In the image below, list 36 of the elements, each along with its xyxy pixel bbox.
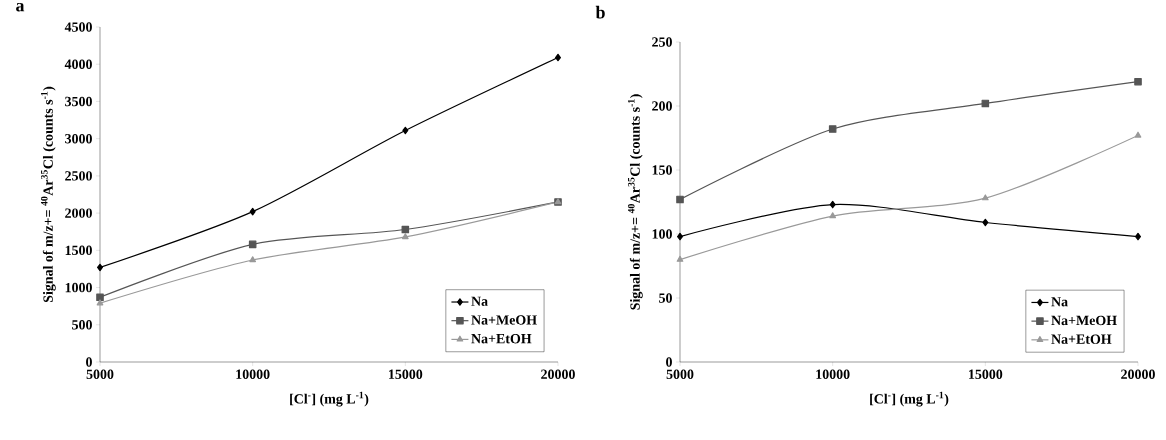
chart-title: a — [16, 2, 25, 12]
legend-label: Na+MeOH — [1051, 315, 1117, 326]
y-tick-label: 150 — [652, 165, 672, 175]
legend-label: Na+EtOH — [471, 334, 532, 344]
y-axis-title: Signal of m/z+= $^{40}$Ar$^{35}$Cl (counts s$^{-1}$) — [627, 94, 643, 310]
legend-label: Na+MeOH — [471, 315, 537, 325]
x-tick-label: 20000 — [541, 369, 575, 379]
y-tick-label: 100 — [652, 229, 672, 239]
y-tick-label: 4500 — [64, 22, 92, 32]
y-tick-label: 1500 — [65, 245, 92, 256]
x-axis-title: [Cl$^{-}$] (mg L$^{-1}$) — [870, 391, 949, 407]
y-tick-label: 2000 — [65, 208, 92, 218]
x-tick-label: 15000 — [969, 369, 1003, 379]
legend-label: Na+EtOH — [1051, 334, 1112, 344]
y-tick-label: 0 — [666, 357, 672, 367]
x-tick-label: 15000 — [389, 369, 423, 379]
legend-label: Na — [471, 296, 488, 306]
y-tick-label: 3500 — [65, 96, 92, 107]
x-tick-label: 10000 — [816, 369, 850, 379]
legend-label: Na — [1051, 297, 1068, 307]
chart-title: b — [595, 5, 605, 19]
x-tick-label: 5000 — [666, 369, 694, 379]
y-tick-label: 2500 — [65, 171, 92, 181]
y-tick-label: 3000 — [65, 133, 92, 144]
y-axis-title: Signal of m/z+= $^{40}$Ar$^{35}$Cl (counts s$^{-1}$) — [40, 86, 56, 303]
x-tick-label: 5000 — [86, 369, 114, 379]
x-tick-label: 10000 — [236, 369, 270, 379]
x-tick-label: 20000 — [1121, 369, 1155, 379]
y-tick-label: 0 — [86, 357, 92, 367]
y-tick-label: 4000 — [64, 59, 92, 69]
y-tick-label: 250 — [652, 37, 672, 47]
y-tick-label: 50 — [659, 293, 672, 303]
y-tick-label: 200 — [652, 101, 672, 111]
y-tick-label: 500 — [72, 320, 92, 330]
x-axis-title: [Cl$^{-}$] (mg L$^{-1}$) — [290, 391, 369, 407]
y-tick-label: 1000 — [65, 282, 92, 293]
